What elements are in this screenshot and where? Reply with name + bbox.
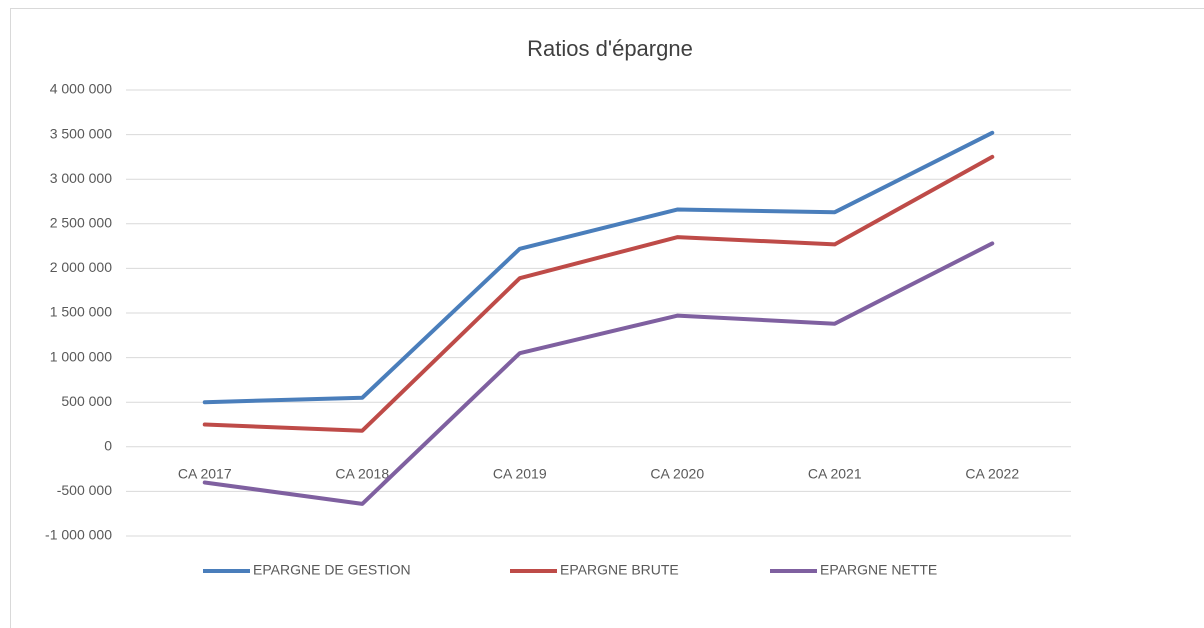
line-series xyxy=(202,241,995,506)
y-tick-label: -500 000 xyxy=(57,482,112,498)
y-tick-label: 4 000 000 xyxy=(50,81,112,97)
y-tick-label: 2 000 000 xyxy=(50,259,112,275)
legend-label: EPARGNE NETTE xyxy=(820,562,937,578)
y-tick-label: 1 000 000 xyxy=(50,348,112,364)
x-tick-label: CA 2017 xyxy=(178,466,232,482)
y-tick-label: 3 000 000 xyxy=(50,170,112,186)
x-tick-label: CA 2022 xyxy=(965,466,1019,482)
x-tick-label: CA 2020 xyxy=(650,466,704,482)
y-tick-label: 1 500 000 xyxy=(50,304,112,320)
x-tick-label: CA 2021 xyxy=(808,466,862,482)
y-tick-label: 2 500 000 xyxy=(50,215,112,231)
x-tick-label: CA 2018 xyxy=(335,466,389,482)
y-tick-label: 3 500 000 xyxy=(50,125,112,141)
x-tick-label: CA 2019 xyxy=(493,466,547,482)
y-tick-label: 0 xyxy=(104,438,112,454)
y-tick-label: -1 000 000 xyxy=(45,527,112,543)
line-series xyxy=(202,154,995,433)
chart-title: Ratios d'épargne xyxy=(527,36,693,61)
chart-frame xyxy=(10,8,1204,628)
legend-label: EPARGNE BRUTE xyxy=(560,562,679,578)
legend-label: EPARGNE DE GESTION xyxy=(253,562,411,578)
line-series xyxy=(202,130,995,405)
y-tick-label: 500 000 xyxy=(61,393,112,409)
